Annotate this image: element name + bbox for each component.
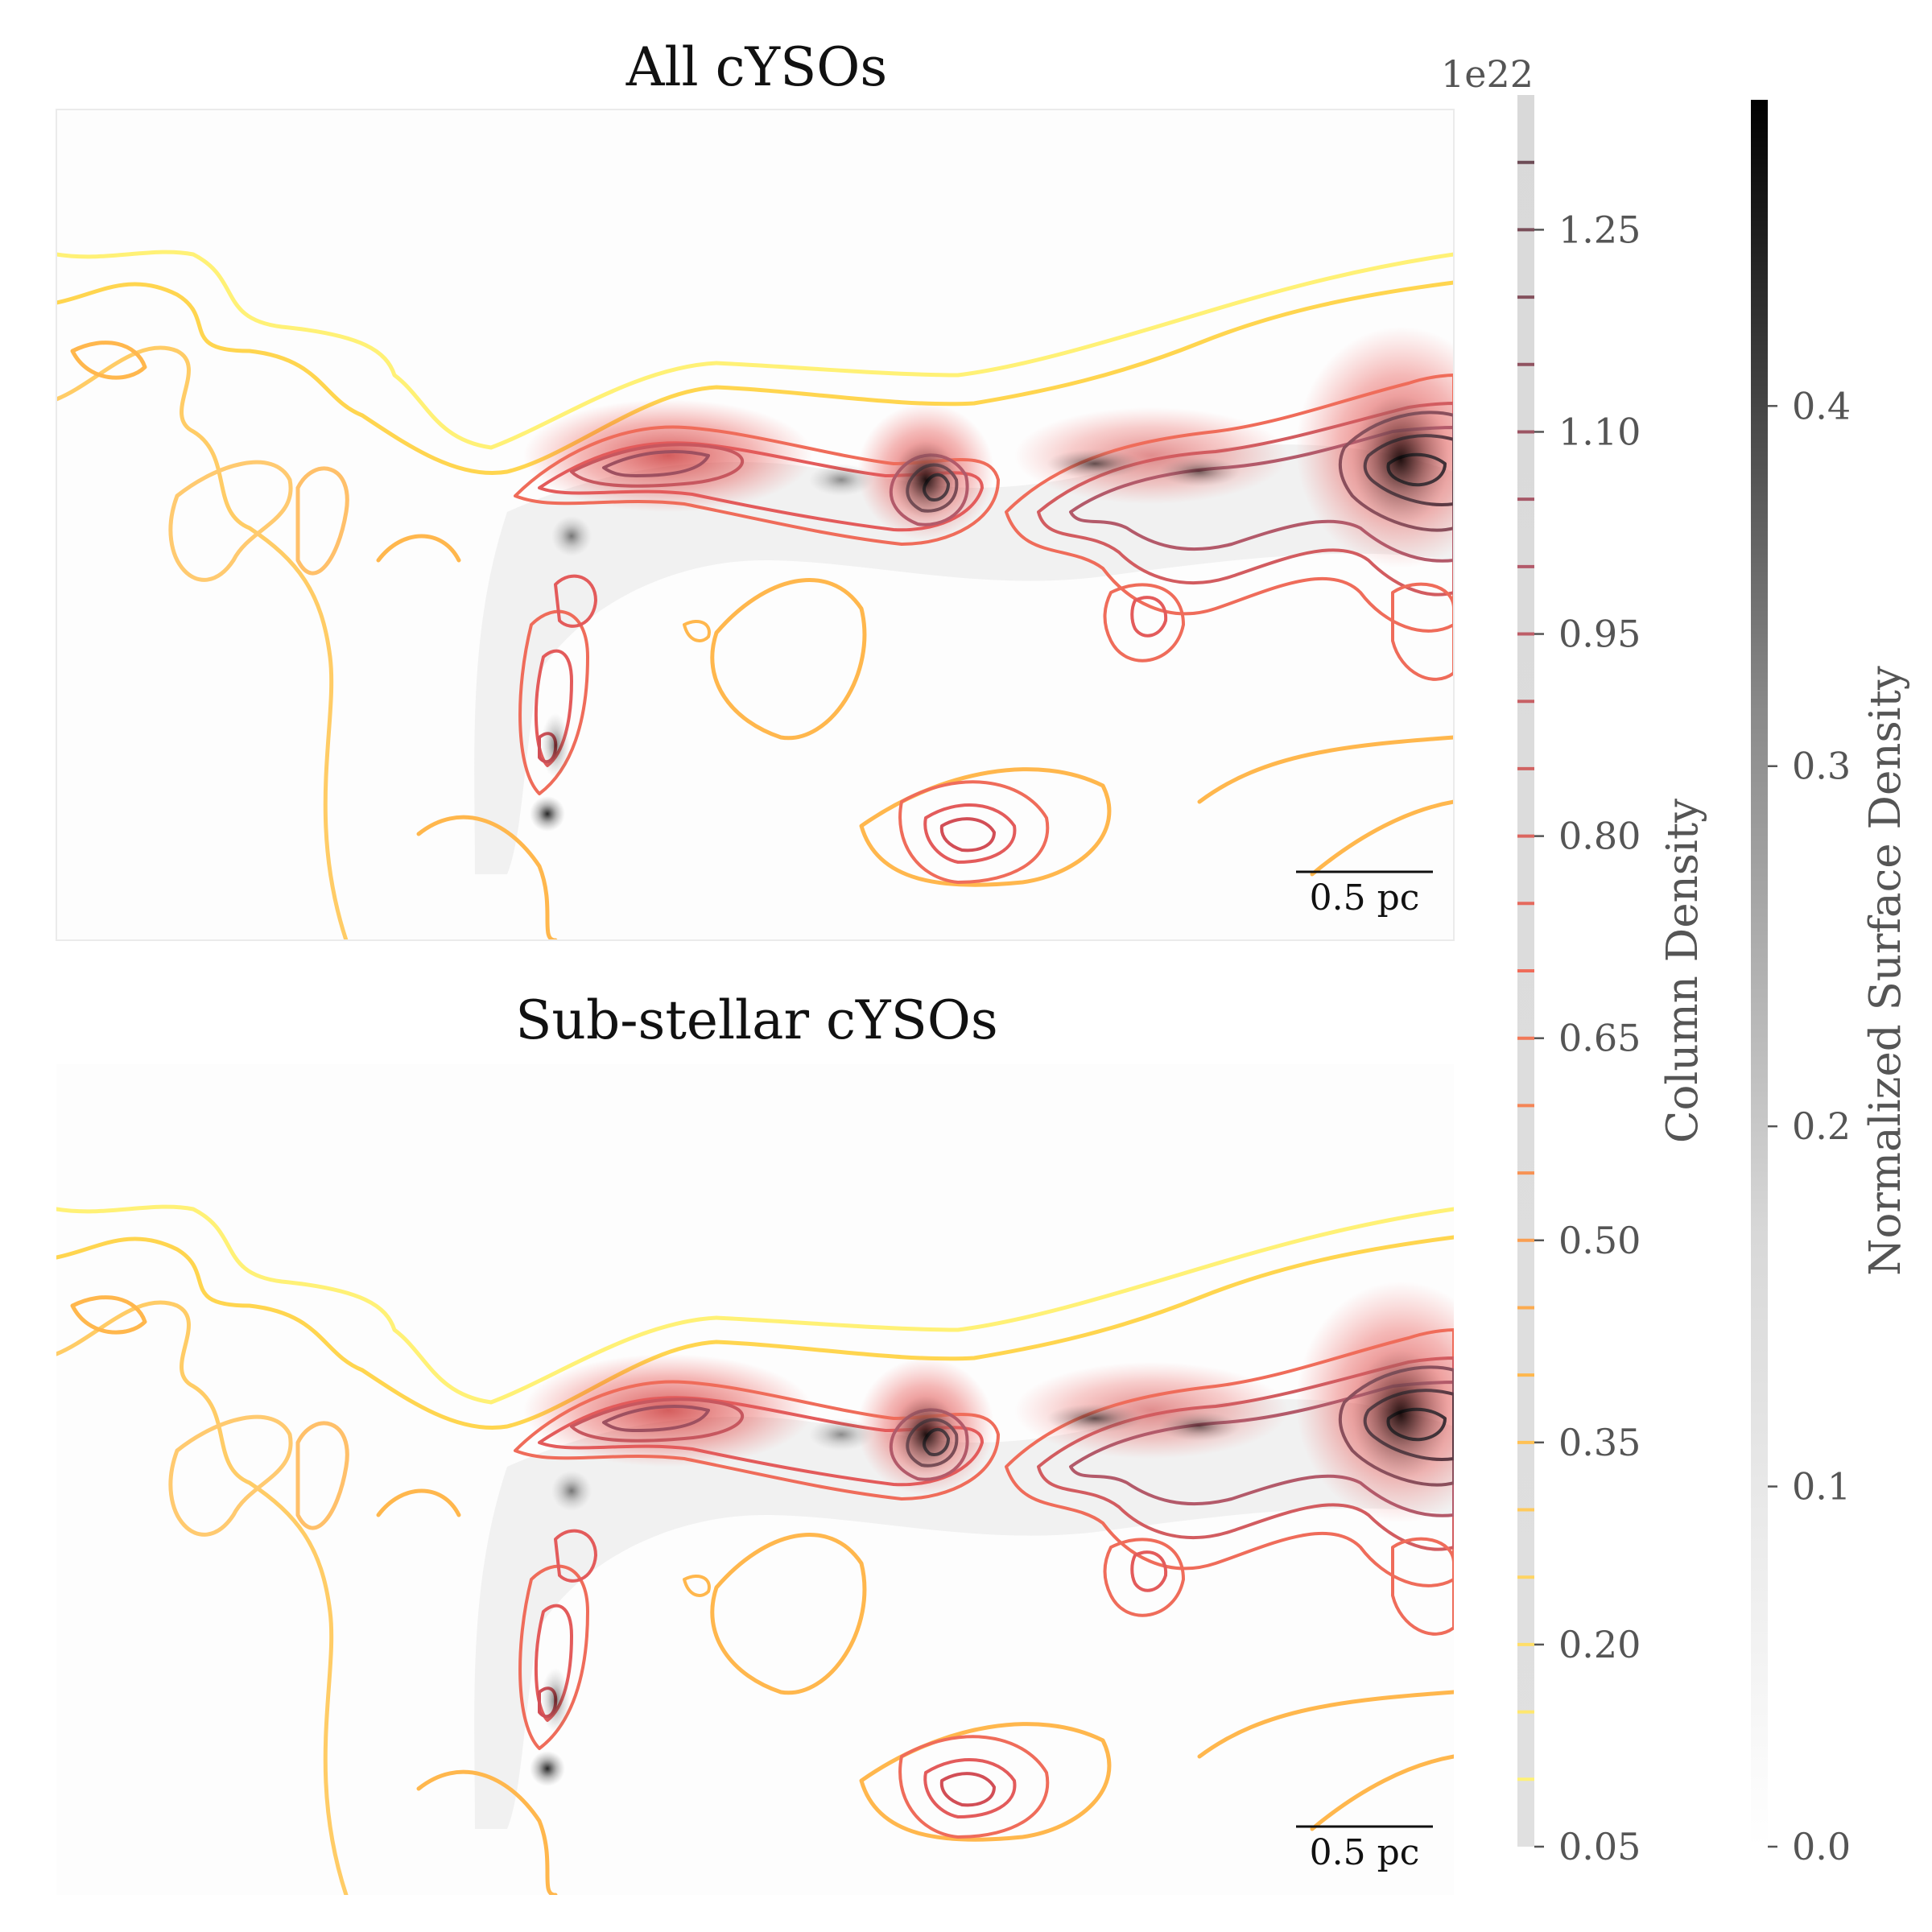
panel-map bbox=[56, 1064, 1505, 1895]
colorbar-tick-label: 0.2 bbox=[1792, 1104, 1851, 1148]
colorbar-tick-label: 0.65 bbox=[1558, 1017, 1641, 1060]
panel-title: All cYSOs bbox=[625, 36, 888, 98]
panel-map bbox=[56, 109, 1455, 941]
colorbar-column-density: 1e22 0.05 0.20 0.35 0.50 0.65 0.80 0.95 1.10 1.2… bbox=[1441, 52, 1707, 1868]
colorbar-surface-density-label: Normalized Surface Density bbox=[1861, 666, 1910, 1276]
colorbar-tick-label: 0.0 bbox=[1792, 1825, 1851, 1868]
colorbar-tick-label: 0.3 bbox=[1792, 745, 1851, 788]
scale-bar: 0.5 pc bbox=[1296, 1825, 1433, 1873]
scale-bar: 0.5 pc bbox=[1296, 870, 1433, 919]
colorbar-tick-label: 0.05 bbox=[1558, 1825, 1641, 1868]
colorbar-surface-density-bar bbox=[1751, 100, 1768, 1847]
colorbar-surface-density: 0.0 0.1 0.2 0.3 0.4 Normalized Surface Densi… bbox=[1751, 100, 1910, 1868]
colorbar-tick-label: 0.20 bbox=[1558, 1623, 1641, 1666]
colorbar-tick-label: 1.25 bbox=[1558, 208, 1641, 251]
colorbar-tick-label: 0.4 bbox=[1792, 384, 1851, 427]
scale-bar-label: 0.5 pc bbox=[1310, 877, 1420, 919]
scale-bar-label: 0.5 pc bbox=[1310, 1832, 1420, 1873]
colorbar-tick-label: 0.50 bbox=[1558, 1219, 1641, 1262]
panel-sub-stellar-cysos: Sub-stellar cYSOs 0.5 pc bbox=[56, 989, 1505, 1895]
colorbar-tick-label: 0.35 bbox=[1558, 1421, 1641, 1464]
colorbar-column-density-label: Column Density bbox=[1658, 799, 1707, 1143]
panel-title: Sub-stellar cYSOs bbox=[515, 989, 998, 1051]
colorbar-tick-label: 0.1 bbox=[1792, 1465, 1851, 1509]
panel-all-cysos: All cYSOs 0.5 pc bbox=[56, 36, 1455, 941]
colorbar-tick-label: 0.80 bbox=[1558, 815, 1641, 858]
colorbar-tick-label: 0.95 bbox=[1558, 613, 1641, 656]
colorbar-tick-label: 1.10 bbox=[1558, 410, 1641, 453]
colorbar-offset-text: 1e22 bbox=[1441, 52, 1534, 96]
